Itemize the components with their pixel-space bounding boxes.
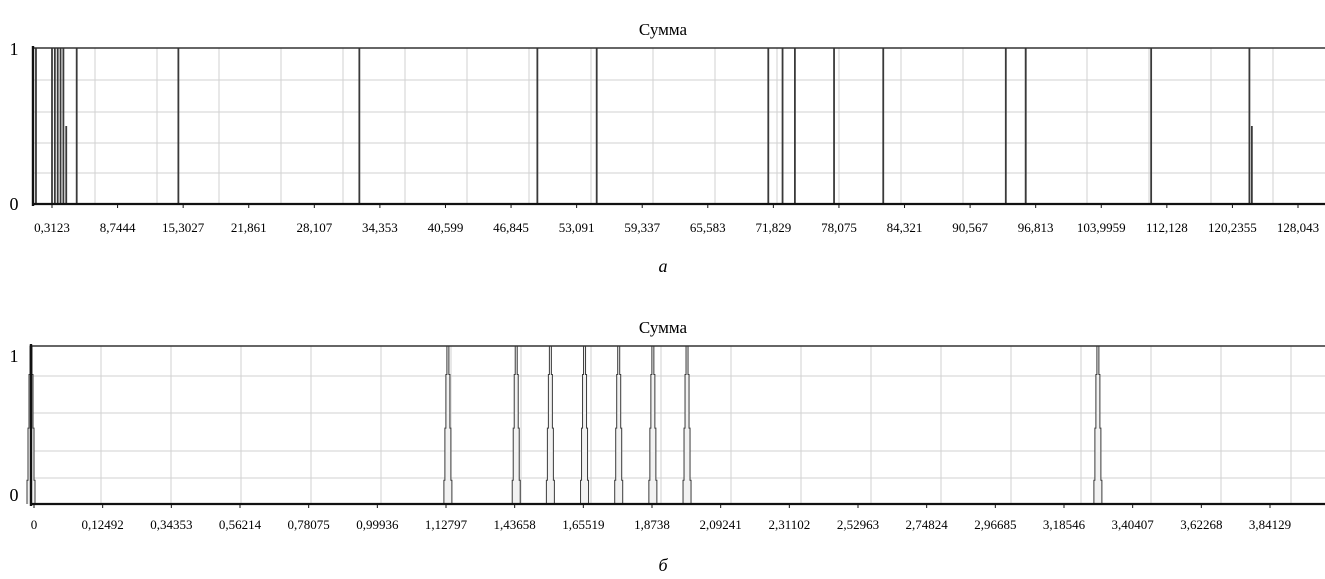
x-tick-labels-b: 0 0,12492 0,34353 0,56214 0,78075 0,99936 1,12… <box>31 504 1291 532</box>
x-tick-label-a-5: 34,353 <box>362 220 398 235</box>
x-tick-label-a-16: 103,9959 <box>1077 220 1126 235</box>
spike-b-5 <box>614 345 624 504</box>
x-tick-label-a-4: 28,107 <box>296 220 332 235</box>
spike-b-8 <box>1093 345 1103 504</box>
x-tick-label-b-12: 2,52963 <box>837 517 879 532</box>
x-tick-label-b-16: 3,40407 <box>1112 517 1155 532</box>
x-tick-label-b-5: 0,99936 <box>356 517 399 532</box>
x-tick-labels-a: 0,3123 8,7444 15,3027 21,861 28,107 34,353 40,… <box>34 204 1319 235</box>
x-tick-label-b-2: 0,34353 <box>150 517 192 532</box>
panel-caption-a: а <box>659 256 668 276</box>
spike-b-7 <box>682 345 692 504</box>
y-tick-label-min-a: 0 <box>10 194 19 214</box>
x-tick-label-a-19: 128,043 <box>1277 220 1319 235</box>
x-tick-label-a-10: 65,583 <box>690 220 726 235</box>
x-tick-label-a-7: 46,845 <box>493 220 529 235</box>
x-tick-label-a-6: 40,599 <box>428 220 464 235</box>
x-tick-label-a-14: 90,567 <box>952 220 988 235</box>
x-tick-label-b-15: 3,18546 <box>1043 517 1086 532</box>
y-tick-label-max-b: 1 <box>10 346 19 366</box>
x-tick-label-a-3: 21,861 <box>231 220 267 235</box>
x-tick-label-a-15: 96,813 <box>1018 220 1054 235</box>
x-tick-label-a-0: 0,3123 <box>34 220 70 235</box>
x-tick-label-a-18: 120,2355 <box>1208 220 1257 235</box>
spike-b-3 <box>545 345 555 504</box>
x-tick-label-a-8: 53,091 <box>559 220 595 235</box>
x-tick-label-a-12: 78,075 <box>821 220 857 235</box>
x-tick-label-b-3: 0,56214 <box>219 517 262 532</box>
x-tick-label-b-7: 1,43658 <box>494 517 536 532</box>
spike-b-2 <box>511 345 521 504</box>
x-tick-label-b-1: 0,12492 <box>82 517 124 532</box>
x-tick-label-b-8: 1,65519 <box>562 517 604 532</box>
x-tick-label-a-17: 112,128 <box>1146 220 1188 235</box>
x-tick-label-b-18: 3,84129 <box>1249 517 1291 532</box>
panel-caption-b: б <box>658 555 668 575</box>
x-tick-label-b-14: 2,96685 <box>974 517 1016 532</box>
spikes-b <box>26 345 1103 504</box>
x-tick-label-b-4: 0,78075 <box>288 517 330 532</box>
x-tick-label-a-11: 71,829 <box>755 220 791 235</box>
x-tick-label-b-6: 1,12797 <box>425 517 468 532</box>
x-tick-label-b-0: 0 <box>31 517 38 532</box>
spike-b-4 <box>580 345 590 504</box>
x-tick-label-b-10: 2,09241 <box>700 517 742 532</box>
y-tick-label-min-b: 0 <box>10 485 19 505</box>
x-tick-label-b-17: 3,62268 <box>1180 517 1222 532</box>
grid-b <box>31 346 1325 504</box>
x-tick-label-a-2: 15,3027 <box>162 220 205 235</box>
chart-b: Сумма 1 0 0 0,12492 0,34353 0,56214 0,78075 0… <box>10 318 1325 575</box>
grid-a <box>33 48 1325 204</box>
x-tick-label-b-11: 2,31102 <box>768 517 810 532</box>
chart-title-b: Сумма <box>639 318 688 337</box>
x-tick-label-a-13: 84,321 <box>887 220 923 235</box>
chart-title-a: Сумма <box>639 20 688 39</box>
x-tick-label-a-1: 8,7444 <box>100 220 136 235</box>
spikes-a <box>32 48 1253 204</box>
chart-a: Сумма 1 0 0,3123 8,7444 15,3027 21,861 28,10… <box>10 20 1325 276</box>
y-tick-label-max-a: 1 <box>10 39 19 59</box>
x-tick-label-a-9: 59,337 <box>624 220 660 235</box>
x-tick-label-b-9: 1,8738 <box>634 517 670 532</box>
spike-b-6 <box>648 345 658 504</box>
x-tick-label-b-13: 2,74824 <box>906 517 949 532</box>
